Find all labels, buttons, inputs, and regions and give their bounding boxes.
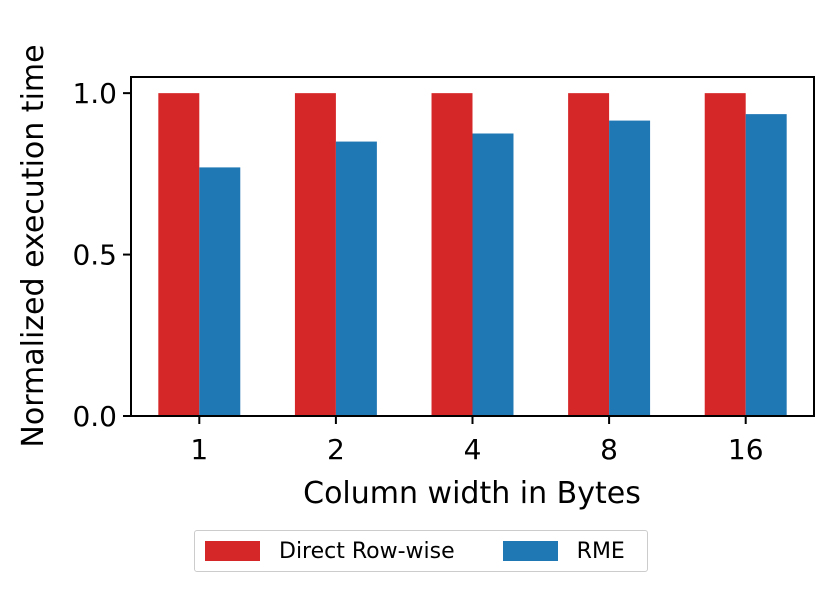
bar-direct-row-wise-1: [158, 93, 200, 417]
y-axis-title: Normalized execution time: [16, 44, 51, 447]
x-tick-label-4: 4: [464, 433, 482, 466]
bar-rme-2: [335, 141, 377, 417]
bar-direct-row-wise-4: [431, 93, 473, 417]
x-tick-label-16: 16: [728, 433, 764, 466]
bar-direct-row-wise-8: [568, 93, 610, 417]
legend-swatch-rme: [502, 541, 558, 561]
legend-label-direct-row-wise: Direct Row-wise: [279, 538, 455, 564]
bar-rme-16: [745, 114, 787, 416]
x-tick-label-2: 2: [327, 433, 345, 466]
bars-group: [158, 93, 787, 417]
y-axis: 0.0 0.5 1.0: [72, 77, 131, 433]
y-tick-label-1.0: 1.0: [72, 77, 117, 110]
legend-swatch-direct-row-wise: [205, 541, 260, 561]
x-axis-title: Column width in Bytes: [303, 476, 641, 511]
bar-chart: 0.0 0.5 1.0 1 2 4 8 16 Column width in Bytes N…: [16, 44, 815, 511]
bar-direct-row-wise-2: [294, 93, 336, 417]
x-tick-label-1: 1: [190, 433, 208, 466]
x-axis: 1 2 4 8 16: [190, 416, 764, 466]
y-tick-label-0.5: 0.5: [72, 239, 117, 272]
bar-rme-8: [609, 120, 651, 416]
y-tick-label-0.0: 0.0: [72, 400, 117, 433]
bar-rme-1: [199, 167, 241, 416]
x-tick-label-8: 8: [600, 433, 618, 466]
bar-rme-4: [472, 133, 514, 416]
legend-label-rme: RME: [576, 538, 625, 564]
legend-item-direct-row-wise: Direct Row-wise: [205, 539, 455, 564]
bar-direct-row-wise-16: [704, 93, 746, 417]
legend: Direct Row-wise RME: [194, 530, 648, 572]
legend-item-rme: RME: [502, 538, 625, 564]
